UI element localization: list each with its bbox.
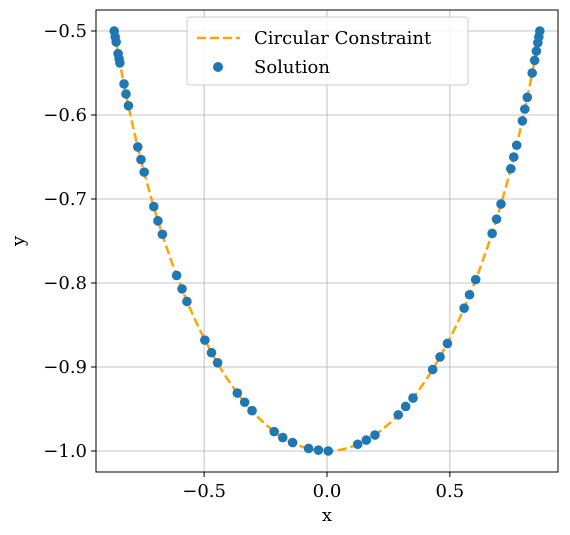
solution-point — [119, 79, 129, 89]
solution-point — [508, 152, 519, 162]
solution-point — [148, 201, 159, 212]
legend: Circular Constraint Solution — [186, 16, 469, 86]
solution-point — [435, 352, 445, 362]
y-tick-label: −1.0 — [43, 441, 87, 462]
solution-point — [303, 443, 314, 454]
solution-point — [487, 228, 497, 239]
solution-point — [232, 388, 243, 398]
solution-point — [313, 445, 324, 455]
y-tick-label: −0.7 — [43, 189, 87, 210]
solution-point — [200, 335, 210, 345]
solution-point — [496, 199, 506, 209]
solution-point — [157, 229, 168, 240]
solution-point — [370, 430, 380, 440]
solution-point — [212, 358, 223, 368]
solution-point — [206, 347, 217, 358]
solution-point — [408, 393, 418, 403]
solution-point — [269, 426, 279, 437]
solution-point — [522, 92, 533, 103]
points-layer — [109, 26, 545, 456]
y-axis-label: y — [8, 235, 29, 247]
solution-point — [531, 46, 542, 56]
solution-point — [115, 58, 125, 68]
solution-point — [517, 116, 528, 126]
legend-label-circular-constraint: Circular Constraint — [254, 28, 432, 49]
legend-box — [186, 16, 469, 86]
solution-point — [177, 284, 187, 294]
plot-frame — [95, 9, 559, 473]
solution-point — [427, 364, 438, 375]
legend-label-solution: Solution — [254, 57, 330, 78]
solution-point — [277, 432, 288, 443]
solution-point — [464, 289, 475, 300]
solution-point — [400, 401, 411, 412]
legend-dot-swatch — [213, 62, 223, 72]
solution-point — [136, 154, 146, 165]
x-axis-label: x — [322, 505, 332, 526]
y-tick-label: −0.5 — [43, 21, 87, 42]
solution-point — [247, 405, 257, 416]
x-tick-label: 0.0 — [313, 481, 342, 502]
solution-point — [470, 274, 481, 285]
solution-point — [361, 435, 372, 445]
solution-point — [182, 296, 192, 307]
solution-point — [511, 140, 522, 151]
solution-point — [121, 89, 131, 99]
solution-point — [520, 104, 530, 114]
solution-point — [171, 270, 182, 281]
solution-point — [442, 338, 453, 349]
ticks-layer: −0.5 0.0 0.5 −0.5 −0.6 −0.7 −0.8 −0.9 −1.0 — [43, 21, 464, 502]
y-tick-label: −0.6 — [43, 105, 87, 126]
y-tick-label: −0.8 — [43, 273, 87, 294]
solution-point — [459, 303, 469, 314]
x-tick-label: −0.5 — [182, 481, 226, 502]
solution-point — [506, 163, 516, 174]
solution-point — [535, 26, 545, 36]
solution-point — [287, 437, 298, 448]
solution-point — [491, 214, 502, 224]
x-tick-label: 0.5 — [436, 481, 465, 502]
solution-point — [153, 216, 163, 226]
solution-point — [123, 100, 134, 111]
solution-point — [239, 397, 250, 408]
y-tick-label: −0.9 — [43, 357, 87, 378]
solution-point — [527, 68, 537, 78]
solution-point — [529, 55, 540, 66]
solution-point — [132, 142, 143, 152]
solution-point — [323, 446, 334, 456]
solution-point — [111, 37, 121, 47]
solution-point — [393, 410, 404, 420]
solution-point — [139, 167, 149, 177]
solution-point — [352, 439, 363, 450]
